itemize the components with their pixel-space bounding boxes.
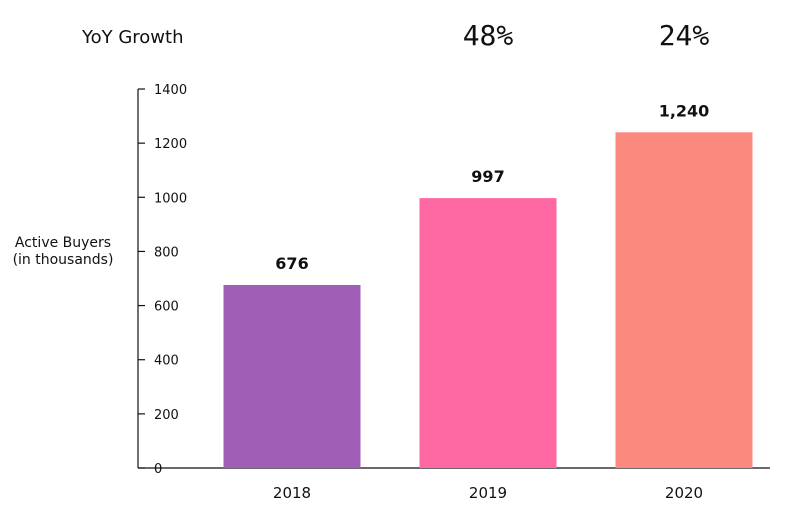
y-tick-label: 200 [154,408,179,423]
bars [223,132,753,469]
y-tick-label: 800 [154,245,179,260]
yoy-growth-2019: 48% [463,19,514,52]
y-axis-label-line-1: Active Buyers [15,235,111,251]
value-label-2018: 676 [275,254,308,273]
y-tick-label: 1400 [154,83,187,98]
y-tick-label: 0 [154,462,162,477]
y-tick-label: 600 [154,300,179,315]
bar-2019 [419,198,557,469]
y-axis-label-line-2: (in thousands) [13,252,114,268]
bar-2020 [615,132,753,469]
bar-2018 [223,284,361,468]
x-tick-label-2020: 2020 [665,484,703,502]
value-label-2020: 1,240 [659,101,710,120]
x-tick-label-2019: 2019 [469,484,507,502]
labels: 676 2018 997 2019 48% 1,240 2020 24% [273,19,710,502]
yoy-growth-title: YoY Growth [81,27,184,48]
yoy-growth-2020: 24% [659,19,710,52]
value-label-2019: 997 [471,167,504,186]
y-tick-label: 400 [154,354,179,369]
x-tick-label-2018: 2018 [273,484,311,502]
y-tick-label: 1000 [154,191,187,206]
y-tick-label: 1200 [154,137,187,152]
